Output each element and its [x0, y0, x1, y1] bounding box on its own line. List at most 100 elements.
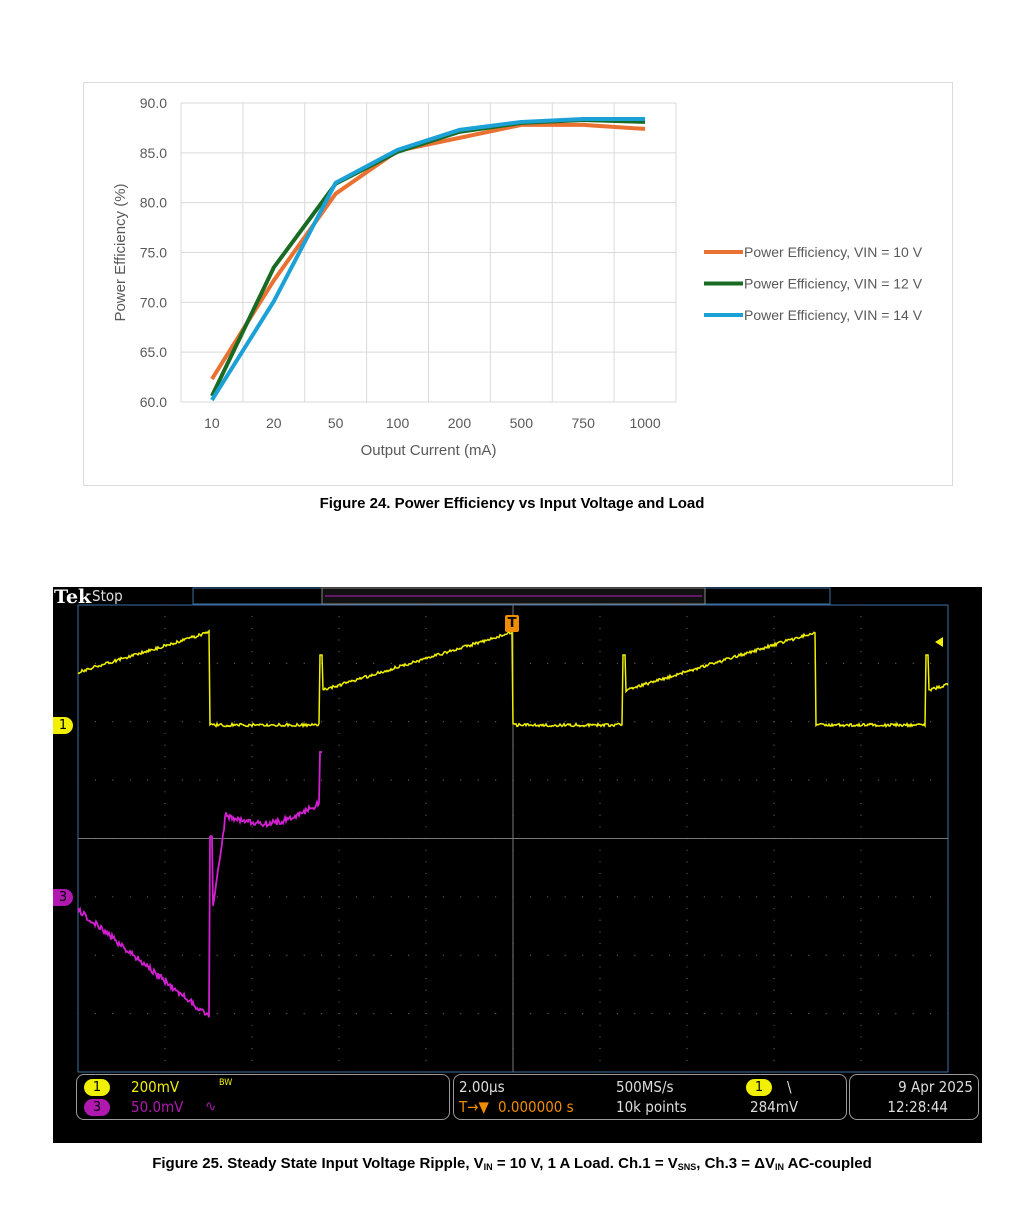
- grid-dot: [860, 966, 861, 967]
- caption-sub: IN: [775, 1162, 784, 1172]
- grid-dot: [251, 861, 252, 862]
- grid-dot: [338, 709, 339, 710]
- grid-dot: [77, 780, 78, 781]
- grid-dot: [356, 721, 357, 722]
- grid-dot: [913, 721, 914, 722]
- grid-dot: [251, 756, 252, 757]
- grid-dot: [547, 663, 548, 664]
- grid-dot: [686, 663, 687, 664]
- grid-dot: [599, 1025, 600, 1026]
- grid-dot: [704, 721, 705, 722]
- x-tick-label: 50: [328, 415, 344, 431]
- grid-dot: [338, 1048, 339, 1049]
- grid-dot: [251, 604, 252, 605]
- grid-dot: [356, 1013, 357, 1014]
- grid-dot: [164, 1025, 165, 1026]
- grid-dot: [582, 780, 583, 781]
- grid-dot: [686, 756, 687, 757]
- grid-dot: [860, 686, 861, 687]
- figure-24-caption: Figure 24. Power Efficiency vs Input Vol…: [0, 495, 1024, 512]
- grid-dot: [599, 639, 600, 640]
- grid-dot: [251, 616, 252, 617]
- grid-dot: [599, 663, 600, 664]
- grid-dot: [95, 780, 96, 781]
- grid-dot: [947, 896, 948, 897]
- grid-dot: [425, 920, 426, 921]
- grid-dot: [808, 1013, 809, 1014]
- grid-dot: [652, 663, 653, 664]
- grid-dot: [77, 663, 78, 664]
- grid-dot: [321, 1013, 322, 1014]
- grid-dot: [338, 931, 339, 932]
- grid-dot: [164, 896, 165, 897]
- grid-dot: [130, 663, 131, 664]
- grid-dot: [739, 1013, 740, 1014]
- grid-dot: [373, 896, 374, 897]
- grid-dot: [199, 721, 200, 722]
- grid-dot: [947, 1013, 948, 1014]
- grid-dot: [947, 955, 948, 956]
- grid-dot: [599, 780, 600, 781]
- grid-dot: [773, 1001, 774, 1002]
- grid-dot: [860, 885, 861, 886]
- grid-dot: [860, 1013, 861, 1014]
- grid-dot: [878, 1013, 879, 1014]
- grid-dot: [321, 955, 322, 956]
- caption-sub: IN: [484, 1162, 493, 1172]
- grid-dot: [425, 1013, 426, 1014]
- grid-dot: [599, 826, 600, 827]
- grid-dot: [164, 920, 165, 921]
- timebase: 2.00µs: [459, 1078, 505, 1096]
- grid-dot: [130, 896, 131, 897]
- grid-dot: [599, 885, 600, 886]
- grid-dot: [130, 721, 131, 722]
- grid-dot: [286, 955, 287, 956]
- grid-dot: [234, 896, 235, 897]
- ch1-bw-limit: BW: [219, 1078, 232, 1088]
- y-axis-label: Power Efficiency (%): [112, 183, 129, 321]
- grid-dot: [686, 768, 687, 769]
- grid-dot: [425, 861, 426, 862]
- grid-dot: [773, 873, 774, 874]
- grid-dot: [669, 896, 670, 897]
- grid-dot: [95, 721, 96, 722]
- grid-dot: [599, 1060, 600, 1061]
- grid-dot: [425, 908, 426, 909]
- grid-dot: [599, 803, 600, 804]
- grid-dot: [304, 896, 305, 897]
- grid-dot: [686, 920, 687, 921]
- grid-dot: [773, 826, 774, 827]
- grid-dot: [251, 931, 252, 932]
- grid-dot: [338, 885, 339, 886]
- grid-dot: [826, 896, 827, 897]
- grid-dot: [251, 721, 252, 722]
- grid-dot: [338, 651, 339, 652]
- grid-dot: [164, 861, 165, 862]
- grid-dot: [686, 990, 687, 991]
- grid-dot: [773, 850, 774, 851]
- grid-dot: [652, 955, 653, 956]
- grid-dot: [164, 733, 165, 734]
- grid-dot: [112, 721, 113, 722]
- grid-dot: [739, 663, 740, 664]
- caption-part: AC-coupled: [784, 1155, 872, 1172]
- grid-dot: [773, 1036, 774, 1037]
- grid-dot: [338, 756, 339, 757]
- grid-dot: [147, 721, 148, 722]
- grid-dot: [425, 931, 426, 932]
- grid-dot: [599, 756, 600, 757]
- grid-dot: [199, 663, 200, 664]
- grid-dot: [843, 721, 844, 722]
- grid-dot: [599, 896, 600, 897]
- grid-dot: [860, 604, 861, 605]
- grid-dot: [425, 955, 426, 956]
- grid-dot: [286, 1013, 287, 1014]
- grid-dot: [634, 663, 635, 664]
- x-tick-label: 200: [448, 415, 472, 431]
- grid-dot: [860, 1071, 861, 1072]
- grid-dot: [425, 978, 426, 979]
- y-tick-label: 60.0: [140, 394, 167, 410]
- grid-dot: [860, 990, 861, 991]
- grid-dot: [356, 663, 357, 664]
- y-tick-label: 85.0: [140, 145, 167, 161]
